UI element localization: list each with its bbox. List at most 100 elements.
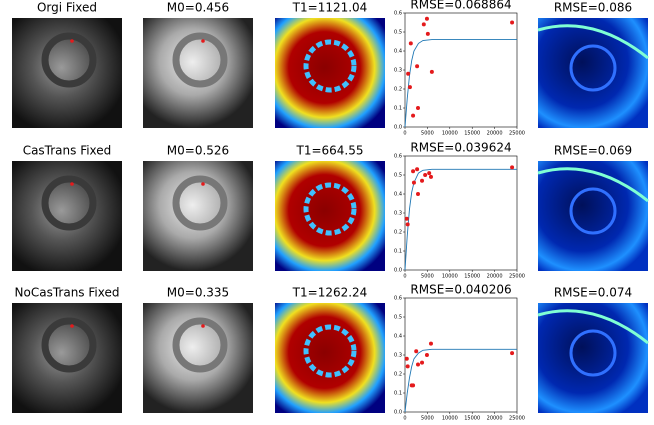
edge-highlight bbox=[537, 24, 649, 60]
y-tick-label: 0.1 bbox=[394, 106, 402, 112]
x-tick-label: 15000 bbox=[464, 274, 480, 280]
ventricle-wall bbox=[172, 175, 228, 231]
data-point bbox=[404, 216, 409, 221]
image bbox=[275, 161, 385, 271]
landmark-point bbox=[201, 182, 205, 186]
ventricle-wall bbox=[569, 329, 617, 377]
image-panel bbox=[12, 18, 122, 128]
landmark-point bbox=[70, 182, 74, 186]
x-tick-label: 0 bbox=[403, 131, 406, 137]
panel-title: M0=0.526 bbox=[167, 144, 229, 158]
y-tick-label: 0.3 bbox=[394, 211, 402, 217]
image bbox=[538, 18, 648, 128]
y-tick-label: 0.2 bbox=[394, 230, 402, 236]
y-tick-label: 0.4 bbox=[394, 49, 402, 55]
image-panel bbox=[143, 303, 253, 413]
chart-title: RMSE=0.068864 bbox=[410, 0, 511, 12]
x-tick-label: 5000 bbox=[421, 416, 434, 422]
y-tick-label: 0.6 bbox=[394, 296, 402, 302]
x-tick-label: 15000 bbox=[464, 416, 480, 422]
image-panel bbox=[275, 161, 385, 271]
data-point bbox=[421, 22, 426, 27]
x-tick-label: 10000 bbox=[442, 131, 458, 137]
ventricle-wall bbox=[41, 175, 97, 231]
landmark-point bbox=[70, 39, 74, 43]
fit-curve bbox=[404, 348, 517, 413]
landmark-point bbox=[201, 39, 205, 43]
y-tick-label: 0.4 bbox=[394, 192, 402, 198]
ventricle-wall bbox=[303, 39, 357, 93]
x-tick-label: 25000 bbox=[509, 416, 525, 422]
panel-title: Orgi Fixed bbox=[37, 1, 97, 15]
y-tick-label: 0.0 bbox=[394, 268, 402, 274]
x-tick-label: 0 bbox=[403, 416, 406, 422]
x-tick-label: 20000 bbox=[487, 416, 503, 422]
image-panel bbox=[143, 161, 253, 271]
y-tick-label: 0.6 bbox=[394, 154, 402, 160]
ventricle-wall bbox=[569, 187, 617, 235]
y-tick-label: 0.0 bbox=[394, 410, 402, 416]
data-point bbox=[420, 178, 425, 183]
data-point bbox=[428, 174, 433, 179]
data-point bbox=[408, 41, 413, 46]
y-tick-label: 0.3 bbox=[394, 353, 402, 359]
chart-title: RMSE=0.039624 bbox=[410, 141, 511, 155]
ventricle-wall bbox=[41, 317, 97, 373]
data-point bbox=[415, 192, 420, 196]
image-panel bbox=[275, 303, 385, 413]
panel-title: T1=664.55 bbox=[295, 144, 363, 158]
image-panel bbox=[143, 18, 253, 128]
data-point bbox=[510, 165, 515, 170]
plot-frame bbox=[404, 12, 518, 128]
y-tick-label: 0.5 bbox=[394, 30, 402, 36]
image-panel bbox=[12, 161, 122, 271]
image bbox=[538, 303, 648, 413]
image-panel bbox=[537, 18, 649, 128]
data-point bbox=[411, 169, 416, 174]
data-point bbox=[424, 16, 429, 21]
data-point bbox=[407, 85, 412, 90]
data-point bbox=[510, 351, 515, 356]
data-point bbox=[406, 71, 411, 76]
x-tick-label: 5000 bbox=[421, 274, 434, 280]
y-tick-label: 0.1 bbox=[394, 249, 402, 255]
ventricle-wall bbox=[303, 182, 357, 236]
data-point bbox=[510, 20, 515, 25]
data-point bbox=[420, 360, 425, 365]
panel-title: RMSE=0.069 bbox=[554, 144, 632, 158]
y-tick-label: 0.5 bbox=[394, 315, 402, 321]
x-tick-label: 10000 bbox=[442, 416, 458, 422]
data-point bbox=[425, 31, 430, 36]
image-panel bbox=[537, 161, 649, 271]
x-tick-label: 20000 bbox=[487, 131, 503, 137]
panel-title: CasTrans Fixed bbox=[23, 144, 112, 158]
y-tick-label: 0.2 bbox=[394, 87, 402, 93]
data-point bbox=[415, 362, 420, 367]
panel-title: M0=0.456 bbox=[167, 1, 229, 15]
y-tick-label: 0.3 bbox=[394, 68, 402, 74]
data-point bbox=[405, 222, 410, 227]
plot-frame bbox=[404, 155, 518, 271]
plot-frame bbox=[404, 297, 518, 413]
data-point bbox=[411, 113, 416, 118]
x-tick-label: 20000 bbox=[487, 274, 503, 280]
data-point bbox=[424, 353, 429, 357]
image-panel bbox=[275, 18, 385, 128]
data-point bbox=[411, 180, 416, 185]
data-point bbox=[414, 349, 419, 354]
data-point bbox=[404, 356, 409, 361]
ventricle-wall bbox=[172, 317, 228, 373]
edge-highlight bbox=[537, 167, 649, 203]
edge-highlight bbox=[537, 309, 649, 345]
y-tick-label: 0.5 bbox=[394, 173, 402, 179]
panel-title: RMSE=0.074 bbox=[554, 286, 632, 300]
ventricle-wall bbox=[172, 32, 228, 88]
x-tick-label: 5000 bbox=[421, 131, 434, 137]
panel-title: M0=0.335 bbox=[167, 286, 229, 300]
ventricle-wall bbox=[303, 324, 357, 378]
y-tick-label: 0.1 bbox=[394, 391, 402, 397]
x-tick-label: 10000 bbox=[442, 274, 458, 280]
panel-title: T1=1262.24 bbox=[292, 286, 368, 300]
data-point bbox=[411, 383, 416, 388]
